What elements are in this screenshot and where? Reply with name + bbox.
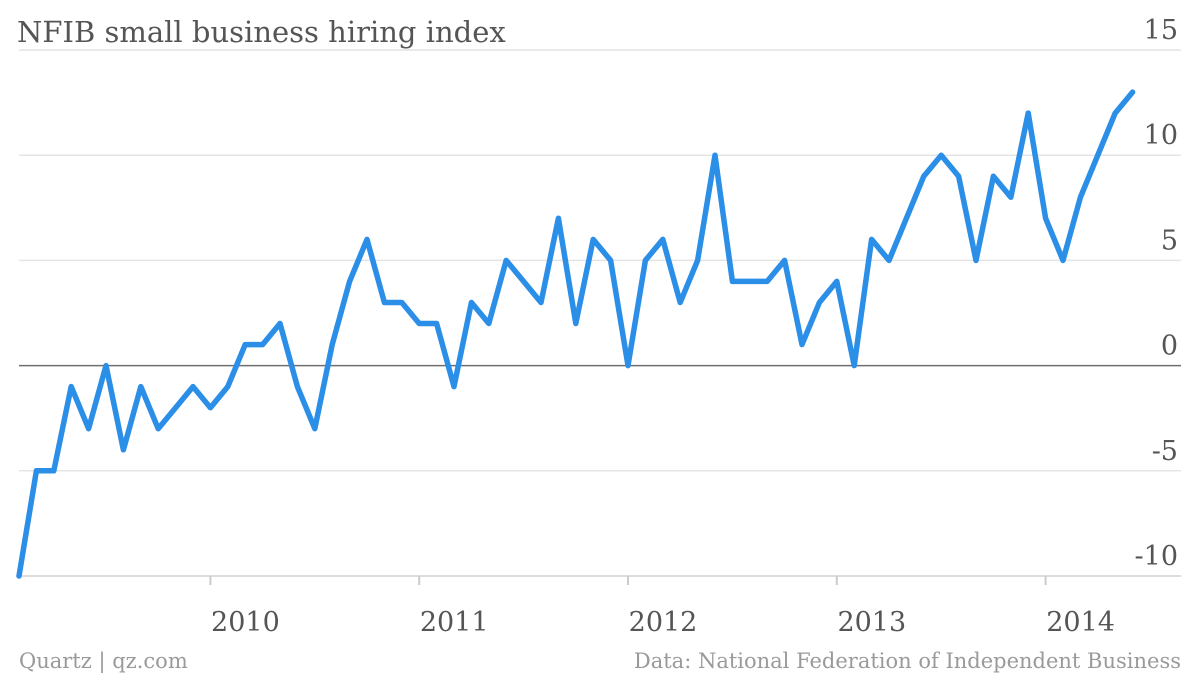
series-layer xyxy=(16,89,1136,579)
series-line-0 xyxy=(16,89,1136,579)
source-left: Quartz | qz.com xyxy=(19,649,188,674)
y-tick-label: 15 xyxy=(1144,15,1178,46)
x-tick-labels: 2010 2011 2012 2013 2014 xyxy=(209,576,1115,638)
y-tick-label: -5 xyxy=(1152,436,1178,467)
source-right: Data: National Federation of Independent… xyxy=(634,649,1181,673)
x-tick-label: 2013 xyxy=(837,607,906,638)
x-tick-label: 2010 xyxy=(211,607,280,638)
chart-title: NFIB small business hiring index xyxy=(17,15,506,49)
x-tick-label: 2012 xyxy=(629,607,698,638)
y-tick-label: -10 xyxy=(1135,541,1178,572)
y-tick-label: 0 xyxy=(1161,331,1178,362)
x-tick-label: 2011 xyxy=(420,607,489,638)
y-tick-label: 10 xyxy=(1144,120,1178,151)
x-tick-label: 2014 xyxy=(1046,607,1115,638)
gridlines xyxy=(19,49,1181,577)
y-tick-labels: 15 10 5 0 -5 -10 xyxy=(1135,15,1178,572)
y-tick-label: 5 xyxy=(1161,225,1178,256)
